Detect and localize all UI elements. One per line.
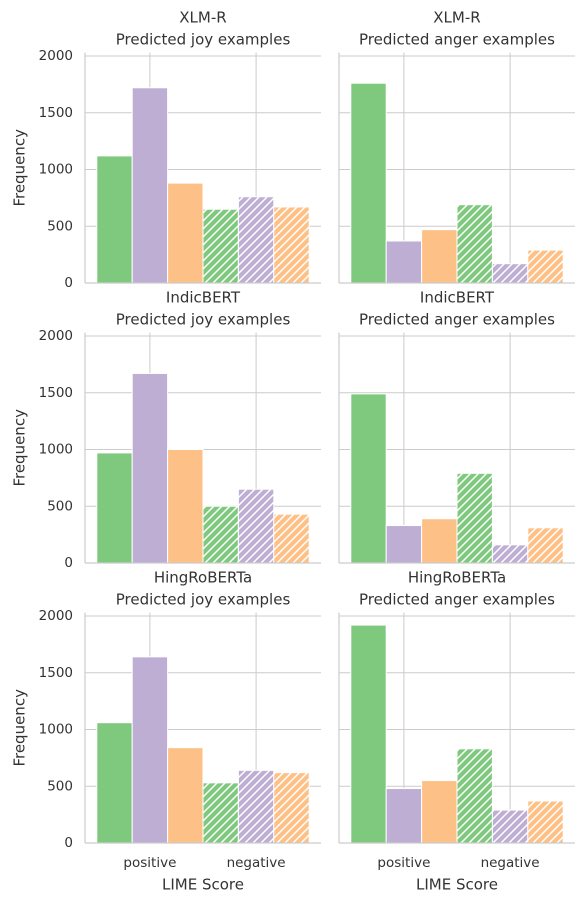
bar — [491, 809, 529, 844]
y-tick-label: 1500 — [39, 665, 73, 681]
y-axis-label: Frequency — [11, 129, 29, 207]
bar — [273, 513, 310, 564]
y-tick-label: 2000 — [39, 48, 73, 64]
bar — [456, 748, 493, 844]
bar — [237, 488, 275, 564]
x-axis-label: LIME Score — [162, 876, 244, 894]
bar — [385, 525, 423, 564]
chart-title: IndicBERT Predicted anger examples — [359, 288, 555, 328]
chart-title: XLM-R Predicted anger examples — [359, 8, 555, 48]
y-axis-label: Frequency — [11, 689, 29, 767]
y-tick-label: 500 — [47, 498, 73, 514]
bar — [421, 229, 458, 284]
bar — [167, 182, 204, 284]
bar — [421, 780, 458, 844]
x-tick-label: negative — [227, 855, 286, 871]
x-tick-label: positive — [377, 855, 430, 871]
x-axis-label: LIME Score — [416, 876, 498, 894]
bar — [527, 527, 564, 564]
y-tick-label: 1500 — [39, 385, 73, 401]
bar — [167, 747, 204, 844]
chart-title: XLM-R Predicted joy examples — [116, 8, 291, 48]
bar — [131, 656, 169, 844]
y-tick-label: 2000 — [39, 328, 73, 344]
bar — [131, 372, 169, 564]
bar — [202, 782, 239, 844]
y-tick-label: 0 — [64, 555, 73, 571]
bar — [273, 772, 310, 844]
bar — [350, 624, 387, 844]
bar — [202, 208, 239, 284]
bar — [96, 452, 133, 564]
bar — [456, 472, 493, 564]
x-tick-label: negative — [481, 855, 540, 871]
bar — [350, 393, 387, 564]
bar — [527, 249, 564, 284]
y-tick-label: 1000 — [39, 442, 73, 458]
bar — [237, 769, 275, 844]
bar — [273, 206, 310, 284]
x-tick-label: positive — [123, 855, 176, 871]
bar — [131, 87, 169, 284]
bar — [491, 263, 529, 284]
y-tick-label: 500 — [47, 218, 73, 234]
bar — [350, 82, 387, 284]
bar — [385, 240, 423, 284]
bar — [202, 505, 239, 564]
bar — [237, 196, 275, 284]
y-tick-label: 2000 — [39, 608, 73, 624]
y-axis-label: Frequency — [11, 409, 29, 487]
chart-title: HingRoBERTa Predicted joy examples — [116, 568, 291, 608]
bar — [456, 204, 493, 284]
y-tick-label: 1000 — [39, 162, 73, 178]
y-tick-label: 1000 — [39, 722, 73, 738]
y-tick-label: 0 — [64, 275, 73, 291]
bar — [96, 155, 133, 284]
y-tick-label: 0 — [64, 835, 73, 851]
y-tick-label: 1500 — [39, 105, 73, 121]
bar — [527, 800, 564, 844]
bar — [96, 722, 133, 844]
chart-title: IndicBERT Predicted joy examples — [116, 288, 291, 328]
bar — [491, 544, 529, 564]
bar — [421, 518, 458, 564]
y-tick-label: 500 — [47, 778, 73, 794]
bar — [385, 788, 423, 844]
bar — [167, 449, 204, 564]
chart-title: HingRoBERTa Predicted anger examples — [359, 568, 555, 608]
